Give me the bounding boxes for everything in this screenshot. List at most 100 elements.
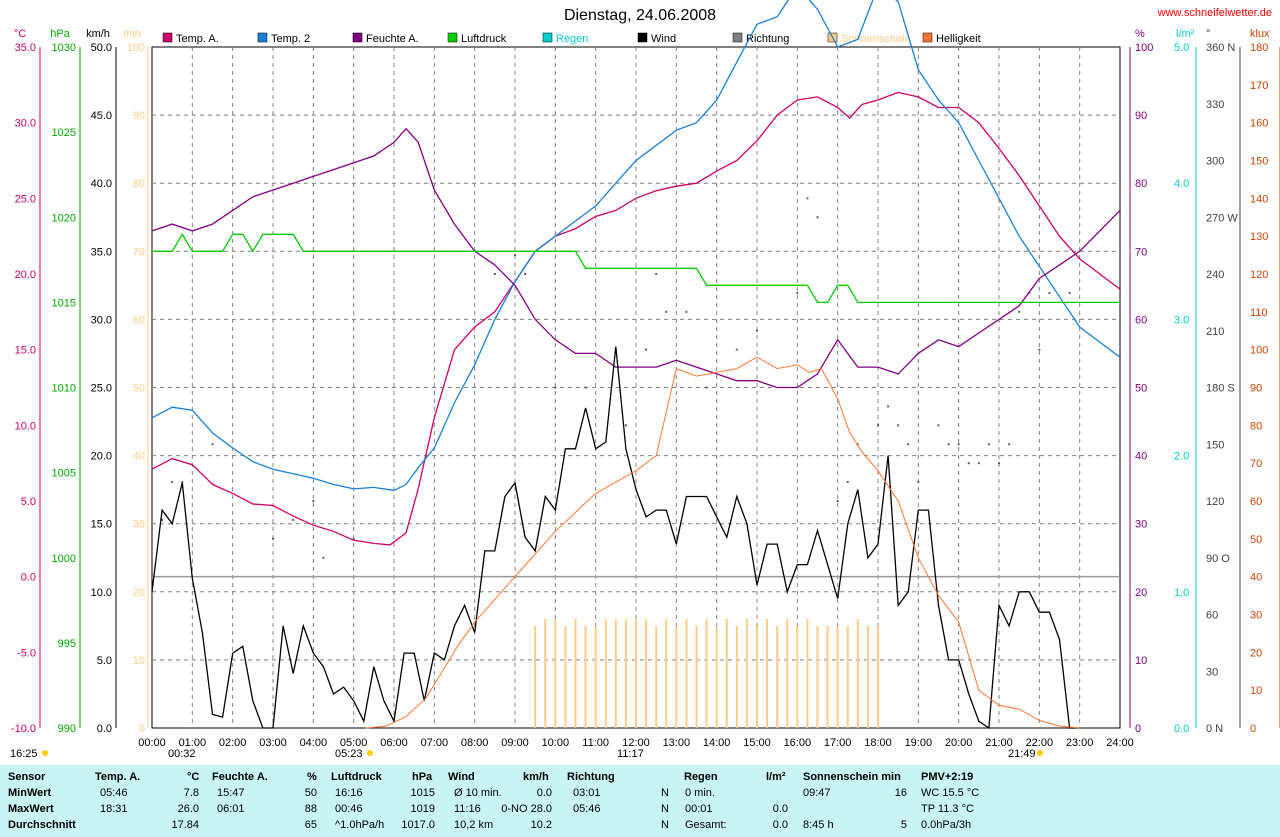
pressure-tick-label: 990 (58, 723, 76, 735)
rain-tick-label: 3.0 (1174, 314, 1189, 326)
stats-header: Sensor (8, 771, 46, 783)
x-tick-label: 14:00 (703, 737, 731, 749)
direction-point (806, 197, 809, 200)
x-tick-label: 20:00 (945, 737, 973, 749)
humidity-tick-label: 0 (1135, 723, 1141, 735)
stats-cell-pres: 1017.0 (401, 819, 435, 831)
legend-label: Richtung (746, 33, 789, 45)
moonrise-icon (42, 750, 48, 756)
stats-header: km/h (523, 771, 549, 783)
sun-tick-label: 60 (133, 314, 145, 326)
direction-point (211, 443, 214, 446)
direction-point (524, 273, 527, 275)
stats-cell-pres: 1015 (410, 787, 435, 799)
direction-axis-unit: ° (1206, 28, 1210, 40)
wind-tick-label: 5.0 (97, 655, 112, 667)
stats-header: Sonnenschein min (803, 771, 901, 783)
direction-point (292, 518, 295, 521)
stats-cell-dir: N (661, 787, 669, 799)
direction-tick-label: 360 N (1206, 42, 1235, 54)
series-line-temp-a (151, 91, 1121, 546)
humidity-tick-label: 70 (1135, 246, 1147, 258)
sun-tick-label: 40 (133, 451, 145, 463)
brightness-tick-label: 40 (1250, 572, 1262, 584)
stats-cell-pmv: WC 15.5 °C (921, 787, 980, 799)
x-tick-label: 17:00 (824, 737, 852, 749)
direction-tick-label: 120 (1206, 496, 1224, 508)
stats-header: Wind (448, 771, 475, 783)
direction-point (322, 556, 325, 559)
direction-point (1048, 291, 1051, 294)
series-line-wind (151, 346, 1080, 730)
sun-tick-label: 30 (133, 519, 145, 531)
direction-point (977, 462, 980, 465)
stats-cell-pmv: TP 11.3 °C (921, 803, 974, 815)
wind-tick-label: 45.0 (91, 110, 112, 122)
direction-point (907, 443, 910, 446)
stats-cell-rain-desc: 00:01 (685, 803, 713, 815)
humidity-tick-label: 30 (1135, 519, 1147, 531)
humidity-tick-label: 50 (1135, 383, 1147, 395)
sunrise-icon (367, 750, 373, 756)
sunset-label: 21:49 (1008, 748, 1036, 760)
x-tick-label: 24:00 (1106, 737, 1134, 749)
direction-point (493, 273, 496, 275)
statistics-table: Sensor Temp. A. °C Feuchte A.% Luftdruck hPa W… (0, 765, 1280, 837)
stats-cell-pres-time: 00:46 (335, 803, 363, 815)
pressure-tick-label: 1010 (52, 383, 76, 395)
direction-point (796, 291, 799, 294)
sun-tick-label: 100 (127, 42, 145, 54)
rain-tick-label: 0.0 (1174, 723, 1189, 735)
stats-cell-rain-desc: Gesamt: (685, 819, 727, 831)
sun-axis-unit: min (123, 28, 141, 40)
wind-tick-label: 50.0 (91, 42, 112, 54)
temp-tick-label: 15.0 (15, 345, 36, 357)
stats-cell-hum: 65 (304, 819, 317, 831)
humidity-tick-label: 90 (1135, 110, 1147, 122)
stats-cell-pres-time: 16:16 (335, 787, 363, 799)
direction-point (171, 481, 174, 484)
stats-cell-dir: N (661, 819, 669, 831)
stats-cell-dir: N (661, 803, 669, 815)
brightness-tick-label: 160 (1250, 118, 1268, 130)
stats-cell-wind: 10.2 (530, 819, 552, 831)
x-tick-label: 07:00 (421, 737, 449, 749)
brightness-tick-label: 130 (1250, 231, 1268, 243)
brightness-tick-label: 50 (1250, 534, 1262, 546)
x-tick-label: 04:00 (300, 737, 328, 749)
stats-cell-hum: 50 (304, 787, 317, 799)
direction-tick-label: 60 (1206, 610, 1218, 622)
humidity-tick-label: 80 (1135, 178, 1147, 190)
direction-point (887, 405, 890, 408)
pressure-tick-label: 1015 (52, 297, 76, 309)
rain-tick-label: 4.0 (1174, 178, 1189, 190)
stats-cell-hum-time: 15:47 (217, 787, 245, 799)
stats-cell-wind: 0-NO 28.0 (501, 803, 552, 815)
direction-tick-label: 270 W (1206, 212, 1238, 224)
brightness-tick-label: 10 (1250, 685, 1262, 697)
direction-point (836, 500, 839, 502)
rain-axis-unit: l/m² (1176, 28, 1195, 40)
sunrise-label: 05:23 (335, 748, 363, 760)
legend-label: Feuchte A. (366, 33, 419, 45)
sun-tick-label: 70 (133, 246, 145, 258)
x-tick-label: 18:00 (864, 737, 892, 749)
direction-point (947, 443, 950, 446)
direction-point (877, 424, 879, 427)
temp-tick-label: 5.0 (21, 496, 36, 508)
direction-point (967, 462, 970, 465)
direction-point (685, 310, 688, 313)
sun-tick-label: 90 (133, 110, 145, 122)
sun-tick-label: 0 (139, 723, 145, 735)
x-tick-label: 00:00 (138, 737, 166, 749)
moonrise-label: 16:25 (10, 748, 38, 760)
direction-point (655, 273, 658, 275)
sun-tick-label: 50 (133, 383, 145, 395)
legend-label: Temp. A. (176, 33, 219, 45)
direction-point (554, 386, 557, 389)
series-line-temp-2 (151, 0, 1121, 492)
pressure-axis-unit: hPa (50, 28, 70, 40)
series-line-luftdruck (152, 233, 1120, 304)
rain-tick-label: 5.0 (1174, 42, 1189, 54)
direction-tick-label: 300 (1206, 156, 1224, 168)
